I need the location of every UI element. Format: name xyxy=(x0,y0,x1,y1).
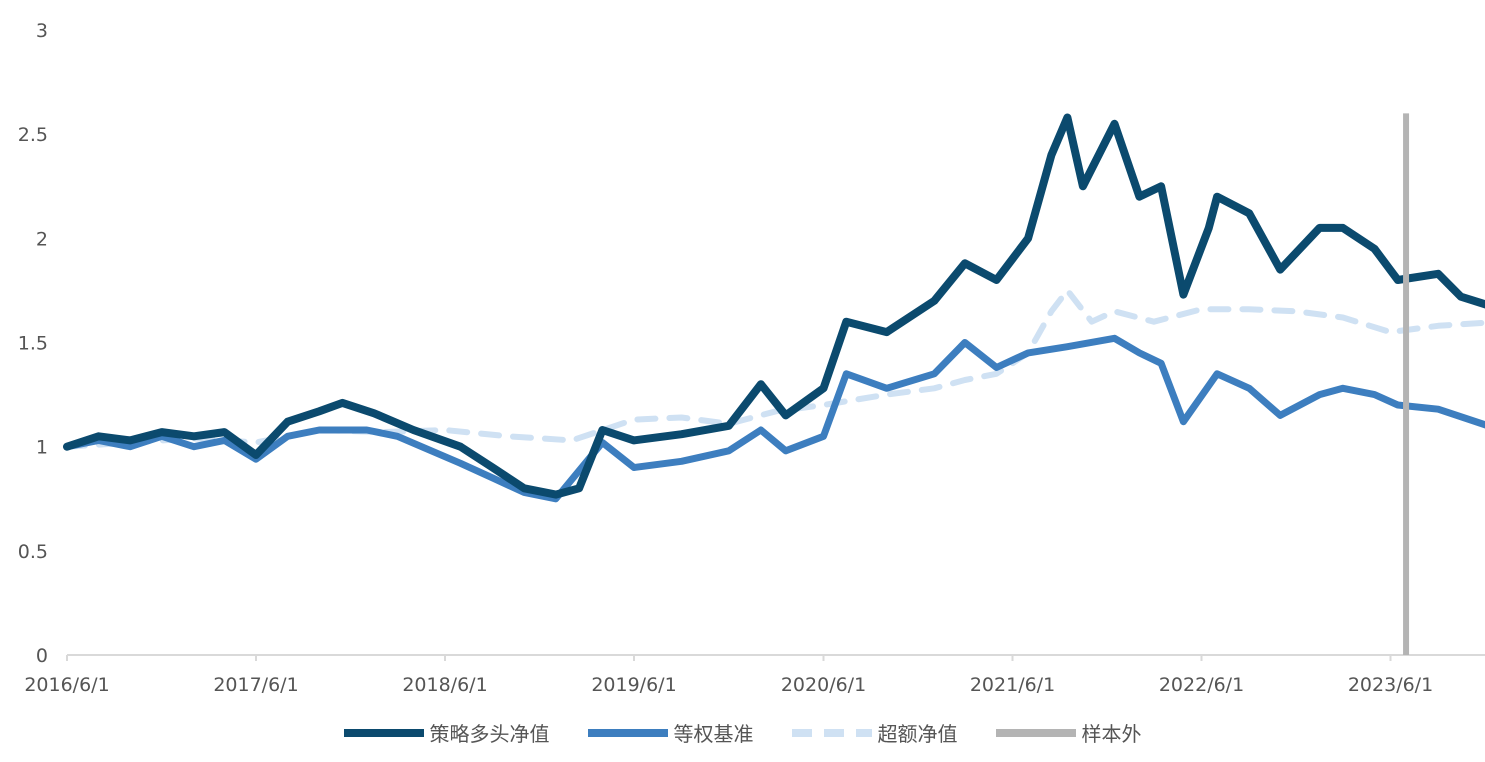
series-layer xyxy=(63,113,1485,655)
legend-item-excess: 超额净值 xyxy=(791,718,958,747)
legend-swatch-excess xyxy=(791,728,872,737)
x-tick-label: 2020/6/1 xyxy=(781,674,866,696)
x-tick-label: 2023/6/1 xyxy=(1348,674,1433,696)
y-tick-label: 1.5 xyxy=(18,333,48,355)
legend: 策略多头净值 等权基准 超额净值 样本外 xyxy=(0,718,1485,747)
legend-swatch-strategy xyxy=(343,728,424,737)
legend-item-strategy: 策略多头净值 xyxy=(343,718,550,747)
legend-label-benchmark: 等权基准 xyxy=(673,722,754,746)
x-tick-label: 2022/6/1 xyxy=(1159,674,1244,696)
legend-swatch-benchmark xyxy=(587,728,668,737)
x-tick-label: 2019/6/1 xyxy=(591,674,676,696)
series-line-benchmark xyxy=(63,334,1485,503)
x-tick-label: 2018/6/1 xyxy=(402,674,487,696)
legend-label-out-of-sample: 样本外 xyxy=(1081,722,1142,746)
series-line-excess xyxy=(64,287,1485,450)
legend-swatch-out-of-sample xyxy=(995,728,1076,737)
chart-area: 00.511.522.53 2016/6/1 2017/6/1 2018/6/1 20… xyxy=(18,20,1485,696)
x-tick-label: 2021/6/1 xyxy=(970,674,1055,696)
x-tick-label: 2016/6/1 xyxy=(24,674,109,696)
legend-label-excess: 超额净值 xyxy=(877,722,958,746)
x-axis: 2016/6/1 2017/6/1 2018/6/1 2019/6/1 2020/6/1… xyxy=(24,654,1485,696)
legend-item-benchmark: 等权基准 xyxy=(587,718,754,747)
y-tick-label: 1 xyxy=(36,437,48,459)
y-tick-label: 0 xyxy=(36,645,48,667)
y-tick-label: 0.5 xyxy=(18,541,48,563)
y-tick-label: 3 xyxy=(36,20,48,42)
legend-item-out-of-sample: 样本外 xyxy=(995,718,1142,747)
y-tick-label: 2 xyxy=(36,228,48,250)
series-line-strategy xyxy=(63,113,1485,499)
y-axis: 0 0.5 1 1.5 2 2.5 3 xyxy=(18,20,48,667)
legend-label-strategy: 策略多头净值 xyxy=(429,722,550,746)
x-tick-label: 2017/6/1 xyxy=(213,674,298,696)
y-tick-label: 2.5 xyxy=(18,124,48,146)
